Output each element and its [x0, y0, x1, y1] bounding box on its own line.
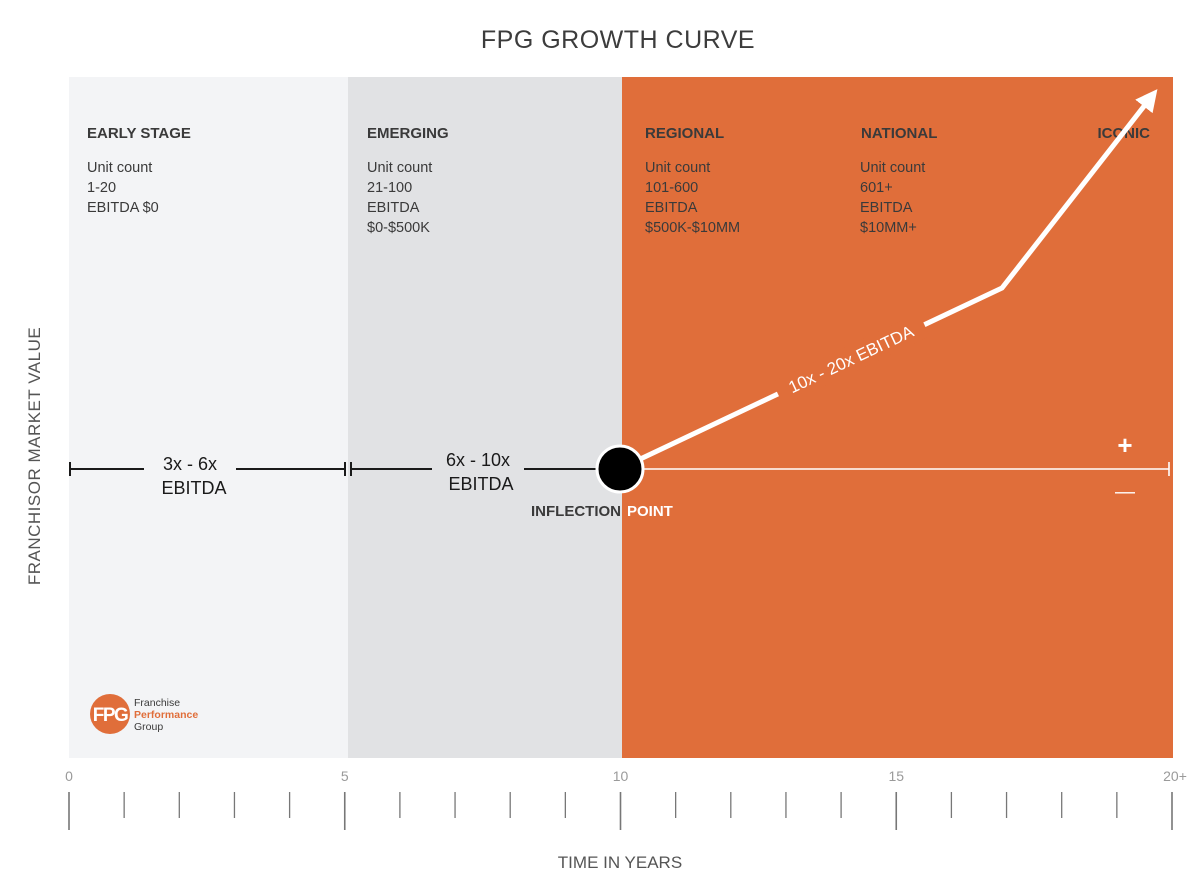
multiple-emerging-line1: 6x - 10x: [446, 450, 510, 470]
multiple-early-line1: 3x - 6x: [163, 454, 217, 474]
inflection-label-part1: INFLECTION: [531, 503, 621, 520]
early-stage-unit-label: Unit count: [87, 160, 152, 176]
national-unit-range: 601+: [860, 180, 893, 196]
x-axis: 0 5 10 15 20+: [65, 768, 1187, 830]
emerging-unit-label: Unit count: [367, 160, 432, 176]
x-axis-tick-label: 20+: [1163, 768, 1187, 784]
regional-unit-range: 101-600: [645, 180, 698, 196]
minus-symbol: —: [1115, 481, 1135, 503]
emerging-stage-band: [348, 77, 622, 758]
fpg-logo: FPG Franchise Performance Group: [90, 694, 198, 734]
stage-heading-emerging: EMERGING: [367, 125, 449, 142]
multiple-early-line2: EBITDA: [161, 478, 226, 498]
fpg-logo-circle: [90, 694, 130, 734]
x-axis-tick-label: 0: [65, 768, 73, 784]
fpg-logo-mark: FPG: [93, 705, 128, 726]
regional-unit-label: Unit count: [645, 160, 710, 176]
x-axis-label: TIME IN YEARS: [558, 853, 682, 872]
multiple-early-mask: [144, 452, 236, 492]
growth-arrow: [632, 89, 1158, 465]
emerging-unit-range: 21-100: [367, 180, 412, 196]
emerging-ebitda-label: EBITDA: [367, 200, 420, 216]
plus-symbol: +: [1117, 430, 1132, 460]
early-stage-band: [69, 77, 348, 758]
early-stage-ebitda: EBITDA $0: [87, 200, 159, 216]
fpg-logo-line2: Performance: [134, 709, 198, 721]
emerging-ebitda-range: $0-$500K: [367, 220, 430, 236]
growth-label-mask: [772, 312, 930, 406]
national-ebitda-label: EBITDA: [860, 200, 913, 216]
diagram-title: FPG GROWTH CURVE: [481, 26, 755, 54]
national-ebitda-range: $10MM+: [860, 220, 917, 236]
inflection-label-part2: POINT: [627, 503, 673, 520]
fpg-logo-line3: Group: [134, 721, 163, 733]
multiple-emerging-line2: EBITDA: [448, 474, 513, 494]
regional-ebitda-range: $500K-$10MM: [645, 220, 740, 236]
stage-heading-early: EARLY STAGE: [87, 125, 191, 142]
growth-stage-band: [622, 77, 1173, 758]
inflection-point-marker: [595, 444, 645, 494]
x-axis-tick-label: 10: [613, 768, 629, 784]
regional-ebitda-label: EBITDA: [645, 200, 698, 216]
fpg-logo-line1: Franchise: [134, 697, 180, 709]
stage-heading-national: NATIONAL: [861, 125, 937, 142]
x-axis-tick-label: 15: [888, 768, 904, 784]
stage-heading-regional: REGIONAL: [645, 125, 724, 142]
national-unit-label: Unit count: [860, 160, 925, 176]
x-axis-tick-label: 5: [341, 768, 349, 784]
early-stage-unit-range: 1-20: [87, 180, 116, 196]
multiple-emerging-mask: [432, 448, 524, 494]
y-axis-label: FRANCHISOR MARKET VALUE: [25, 327, 44, 585]
